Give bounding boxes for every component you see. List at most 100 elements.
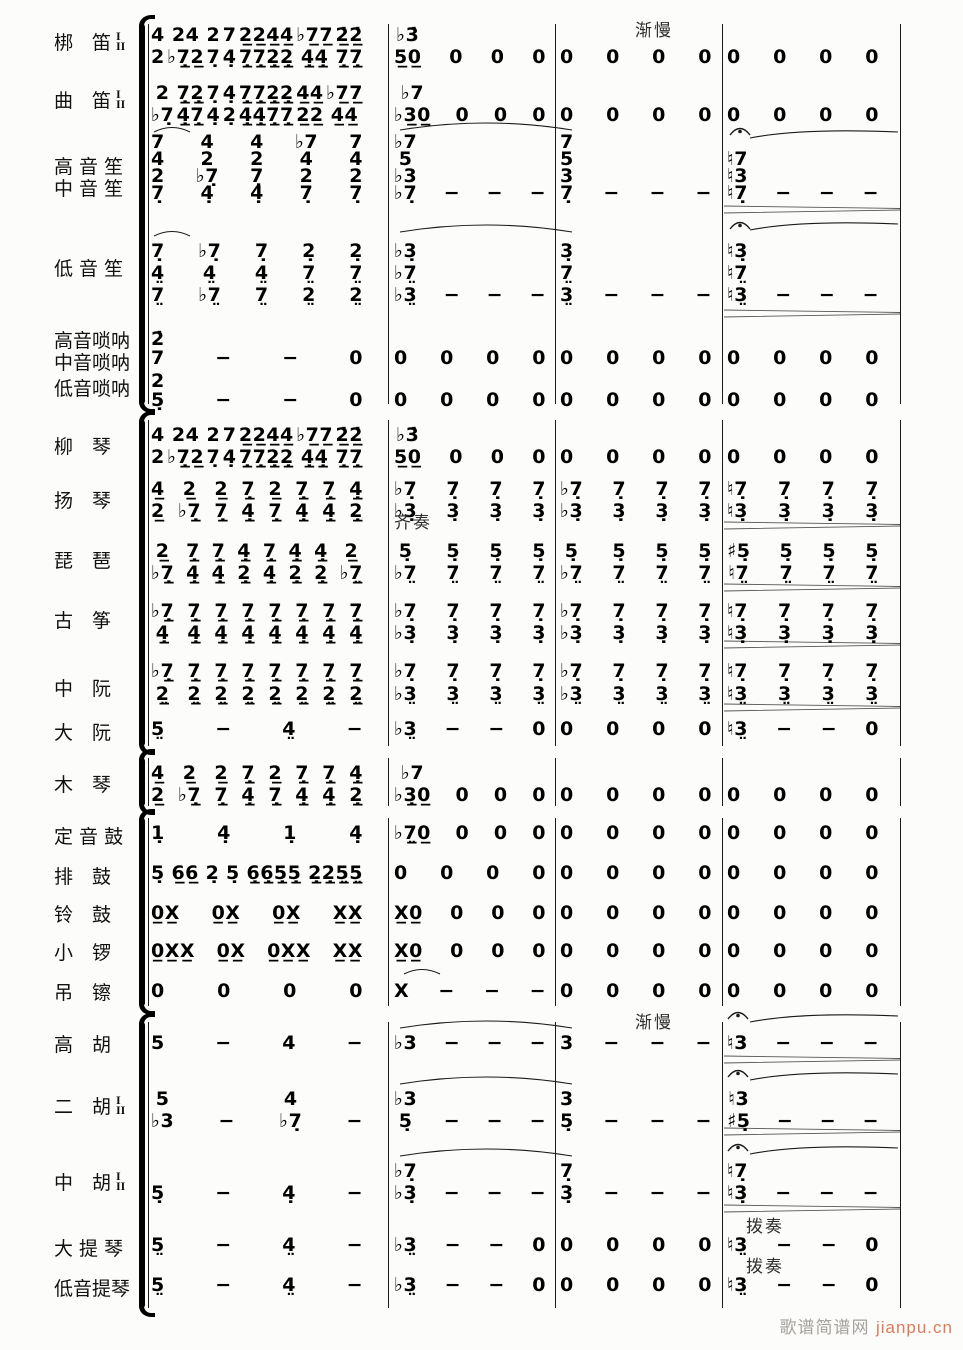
note: 2 bbox=[151, 165, 165, 187]
note: 0̲X̲ bbox=[211, 902, 241, 924]
beat: − bbox=[530, 1160, 546, 1204]
note: 0 bbox=[560, 46, 574, 68]
note: ♭7̤ bbox=[560, 562, 584, 584]
barline bbox=[555, 24, 557, 404]
beat: − bbox=[775, 1160, 791, 1204]
beat: 0 bbox=[560, 862, 574, 884]
note: 3̣ bbox=[821, 622, 836, 644]
note: 0 bbox=[698, 46, 712, 68]
measure-cell-dingyingu: 0 0 0 0 bbox=[560, 822, 712, 844]
slur-arc bbox=[749, 1146, 899, 1155]
beat: − bbox=[775, 240, 791, 306]
note: 3̣ bbox=[560, 1182, 574, 1204]
fermata-icon bbox=[729, 221, 751, 230]
beat: 0 bbox=[394, 330, 408, 368]
beat: 0 bbox=[727, 24, 741, 68]
beat: 7̣̲7̣̲2̣̲2̣̲ 4̣̲4̣̲7̣̲7̣̲ bbox=[239, 82, 294, 126]
measure-cell-diaocha: 0 0 0 0 bbox=[151, 980, 363, 1002]
beat: 0 bbox=[606, 980, 620, 1002]
note: 0 bbox=[455, 822, 470, 844]
note: 7̣ bbox=[151, 182, 165, 204]
note: 3̣ bbox=[532, 500, 546, 522]
note: − bbox=[218, 1110, 235, 1132]
instrument-label-diyinsuona: 低音唢呐 bbox=[54, 376, 146, 400]
beat: ♭7̣ ♭3̣ bbox=[394, 600, 417, 644]
note: 0 bbox=[493, 104, 508, 126]
beat: 0 bbox=[606, 822, 620, 844]
beat: 5̣ 7̤ bbox=[489, 540, 503, 584]
note: 3̣ bbox=[446, 622, 461, 644]
note: 0 bbox=[727, 347, 741, 369]
beat: 0 bbox=[532, 822, 546, 844]
beat: − bbox=[218, 1088, 234, 1132]
note: 24 bbox=[171, 424, 200, 446]
beat: ♮3̣ ♮7̤ ♮3̤ bbox=[727, 240, 748, 306]
note: ♮3̤ bbox=[727, 284, 749, 306]
note: 4̣ bbox=[349, 822, 363, 844]
note: ♭3̣ bbox=[394, 1182, 418, 1204]
beat: − bbox=[530, 134, 546, 203]
note: 7̤ bbox=[612, 562, 627, 584]
beat: 0 bbox=[532, 862, 546, 884]
watermark-site-name: 歌谱简谱网 bbox=[779, 1318, 876, 1338]
beat: 0 bbox=[865, 1274, 879, 1296]
note: 4̤ bbox=[202, 262, 217, 284]
beat: − bbox=[821, 718, 837, 740]
note: 0 bbox=[819, 822, 833, 844]
measure-cell-guzheng: ♭7̣ ♭3̣ 7̣ 3̣ 7̣ 3̣ 7̣ 3̣ bbox=[394, 600, 546, 644]
beat: ♮3̤ bbox=[727, 1234, 748, 1256]
note: 0 bbox=[493, 784, 508, 806]
note: 5̣ bbox=[865, 540, 879, 562]
beat: 0 bbox=[865, 902, 879, 924]
instrument-label-pipa: 琵 琶 bbox=[54, 548, 146, 572]
note: 0 bbox=[560, 980, 574, 1002]
beat: 0 bbox=[698, 980, 712, 1002]
note: 2 bbox=[250, 148, 264, 170]
beat: 0̲X̲ bbox=[212, 902, 241, 924]
measure-cell-xiaoluo: X̲0̲ 0 0 0 bbox=[394, 940, 546, 962]
beat: ♯5̣ ♮7̤ bbox=[727, 540, 750, 584]
note: 0 bbox=[532, 389, 546, 411]
note: 4̲ bbox=[151, 478, 165, 500]
note: 2̇ bbox=[151, 328, 165, 350]
beat: 4 bbox=[282, 1032, 296, 1054]
beat: 0 bbox=[283, 980, 297, 1002]
note: 5̣ bbox=[489, 540, 504, 562]
note: 0 bbox=[819, 940, 833, 962]
beat: 7̣ 3̣ bbox=[446, 600, 460, 644]
note: 7̣̲ bbox=[295, 660, 310, 682]
note: 0 bbox=[698, 862, 712, 884]
beat: 0 bbox=[494, 762, 508, 806]
barline bbox=[722, 420, 724, 746]
beat: 7̣ 3̣ bbox=[612, 478, 626, 522]
note: 0̲X̲ bbox=[151, 902, 180, 924]
note: 0 bbox=[606, 1234, 620, 1256]
beat: 4̲ 2̲ bbox=[151, 762, 165, 806]
measure-cell-sheng_di: ♮3̣ ♮7̤ ♮3̤ − − − bbox=[727, 240, 879, 306]
note: 0 bbox=[560, 1274, 574, 1296]
beat: 0 bbox=[652, 822, 666, 844]
note: 2̲2̲4̲4̲ bbox=[238, 24, 294, 46]
beat: 7̣ 3̣ bbox=[655, 478, 669, 522]
instrument-label-yangqin: 扬 琴 bbox=[54, 488, 146, 512]
beat: 5̣ 7̤ bbox=[865, 540, 879, 584]
beat: 7̣̲ 4̣̲ bbox=[322, 600, 336, 644]
note: 7̣ bbox=[865, 478, 879, 500]
beat: 0 bbox=[865, 424, 879, 468]
instrument-label-text: 低 音 笙 bbox=[54, 257, 124, 280]
note: 0 bbox=[532, 104, 546, 126]
note: 7̤ bbox=[560, 262, 574, 284]
beat: 0̲X̲X̲ bbox=[151, 940, 195, 962]
note: − bbox=[215, 1234, 232, 1256]
barline bbox=[148, 758, 150, 806]
note: 0̲X̲X̲ bbox=[267, 940, 312, 962]
note: 2̤̲ bbox=[241, 683, 256, 705]
beat: ♭7 ♭3̲0̲ bbox=[394, 82, 431, 126]
beat: 0 bbox=[819, 980, 833, 1002]
beat: 0 bbox=[606, 1274, 620, 1296]
note: ♭7̣ bbox=[151, 104, 175, 126]
note: 0 bbox=[606, 862, 620, 884]
note: 2 bbox=[206, 424, 221, 446]
barline bbox=[388, 758, 390, 806]
